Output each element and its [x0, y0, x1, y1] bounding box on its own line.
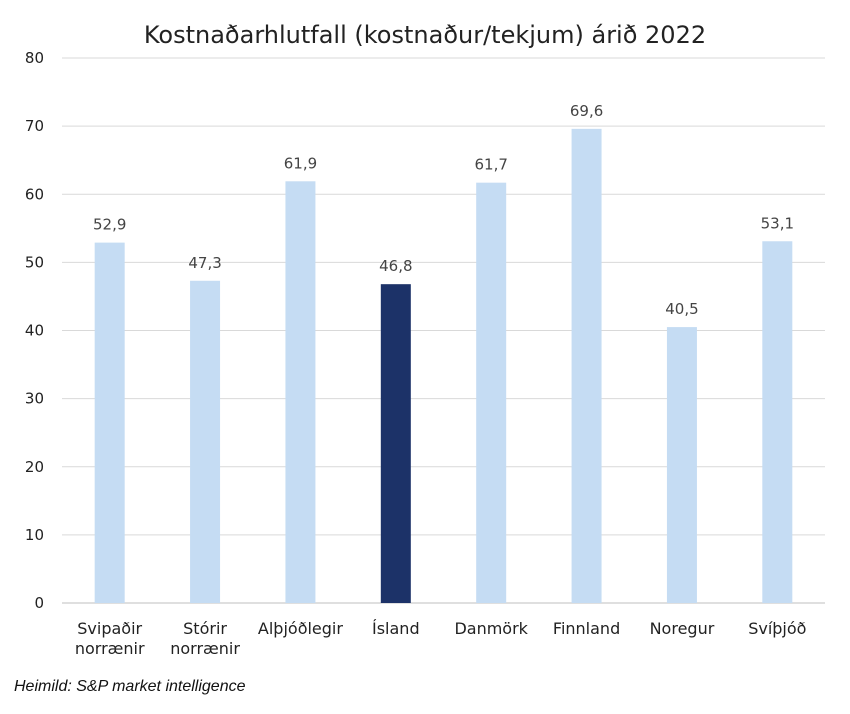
x-category-label: Svipaðir norrænir [75, 619, 145, 658]
data-label: 69,6 [570, 102, 603, 120]
y-tick-label: 40 [25, 322, 44, 340]
x-category-label: Noregur [650, 619, 715, 638]
data-label: 47,3 [188, 254, 221, 272]
bar [666, 327, 697, 603]
bar [285, 181, 316, 603]
x-category-line: norrænir [75, 639, 145, 658]
source-note: Heimild: S&P market intelligence [14, 678, 246, 695]
x-category-line: Stórir [183, 619, 227, 638]
x-category-label: Finnland [553, 619, 620, 638]
y-tick-label: 80 [25, 49, 44, 67]
y-tick-label: 10 [25, 526, 44, 544]
bar [476, 182, 507, 603]
data-label: 40,5 [665, 300, 698, 318]
bars [94, 128, 793, 603]
x-category-line: Alþjóðlegir [258, 619, 343, 638]
y-tick-label: 70 [25, 117, 44, 135]
bar [94, 242, 125, 603]
data-labels: 52,9 47,3 61,9 46,8 61,7 69,6 40,5 53,1 [93, 102, 794, 318]
data-label: 53,1 [761, 214, 794, 232]
x-category-label: Stórir norrænir [170, 619, 240, 658]
y-tick-label: 0 [34, 594, 44, 612]
y-tick-label: 50 [25, 253, 44, 271]
x-category-line: Finnland [553, 619, 620, 638]
data-label: 46,8 [379, 257, 412, 275]
x-category-line: Ísland [372, 619, 420, 638]
y-axis-ticks: 0 10 20 30 40 50 60 70 80 [25, 49, 44, 612]
x-category-line: Svíþjóð [748, 619, 806, 638]
x-category-label: Ísland [372, 619, 420, 638]
bar [571, 128, 602, 603]
gridlines [62, 57, 825, 604]
x-category-label: Svíþjóð [748, 619, 806, 638]
data-label: 61,9 [284, 154, 317, 172]
x-category-label: Alþjóðlegir [258, 619, 343, 638]
x-category-line: Svipaðir [77, 619, 142, 638]
x-category-line: norrænir [170, 639, 240, 658]
bar [762, 241, 793, 603]
chart-title: Kostnaðarhlutfall (kostnaður/tekjum) ári… [144, 21, 706, 49]
y-tick-label: 30 [25, 390, 44, 408]
y-tick-label: 20 [25, 458, 44, 476]
x-category-line: Danmörk [454, 619, 528, 638]
bar [190, 280, 221, 603]
x-category-label: Danmörk [454, 619, 528, 638]
bar [380, 284, 411, 603]
data-label: 52,9 [93, 216, 126, 234]
x-category-line: Noregur [650, 619, 715, 638]
y-tick-label: 60 [25, 185, 44, 203]
data-label: 61,7 [474, 156, 507, 174]
